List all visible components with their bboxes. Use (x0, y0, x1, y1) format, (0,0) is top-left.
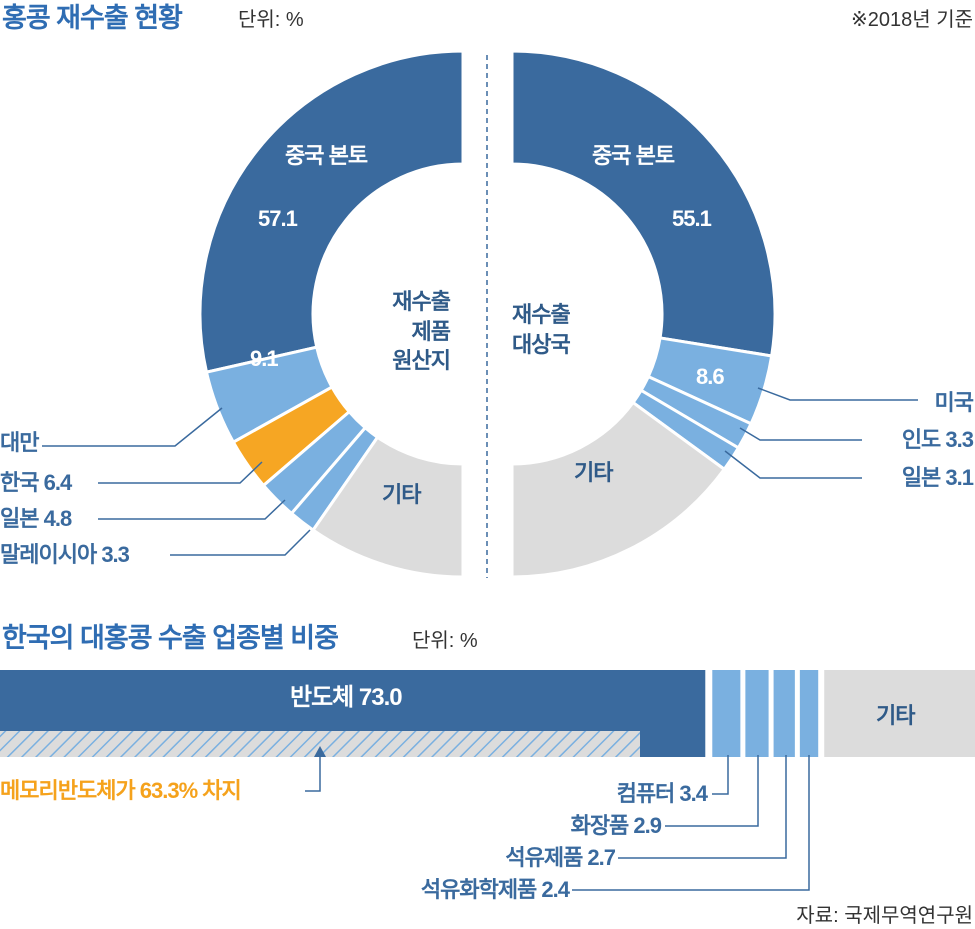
donut-origin (198, 49, 465, 579)
center-line: 원산지 (392, 348, 451, 374)
bar-leaders (305, 746, 810, 891)
label-japan-r: 일본 3.1 (901, 465, 974, 490)
stacked-bar (0, 670, 975, 757)
bar-unit: 단위: % (412, 630, 478, 652)
label-petrochem: 석유화학제품 2.4 (420, 877, 570, 902)
leader-korea (98, 461, 263, 484)
bar-석유제품 (773, 670, 795, 757)
bar-title: 한국의 대홍콩 수출 업종별 비중 (2, 623, 339, 653)
leader-japan-l (98, 499, 286, 520)
label-memory-annotation: 메모리반도체가 63.3% 차지 (0, 778, 242, 803)
arrow-up-icon (314, 746, 326, 757)
center-line: 재수출 (512, 302, 571, 327)
label-china-value-r: 55.1 (672, 206, 712, 231)
label-usa-value: 8.6 (696, 364, 725, 389)
label-other-r: 기타 (574, 460, 613, 485)
label-bar-other: 기타 (876, 703, 915, 728)
slice-기타 (510, 400, 727, 579)
label-cosmetics: 화장품 2.9 (570, 813, 662, 838)
bar-기타 (824, 670, 975, 757)
label-korea: 한국 6.4 (0, 470, 72, 495)
leader-taiwan (42, 407, 223, 447)
bar-석유화학제품 (799, 670, 819, 757)
label-semi: 반도체 73.0 (290, 684, 403, 711)
slice-중국 본토 (510, 49, 777, 358)
leader-computer (712, 755, 729, 795)
leader-usa (757, 387, 918, 401)
leader-malaysia (170, 529, 311, 556)
label-china-name-r: 중국 본토 (592, 143, 675, 168)
page-title: 홍콩 재수출 현황 (2, 3, 183, 33)
leader-lines (42, 387, 918, 556)
center-line: 대상국 (512, 331, 571, 357)
leader-petroleum (618, 755, 787, 859)
donut-destination (510, 49, 777, 579)
source: 자료: 국제무역연구원 (796, 905, 973, 927)
label-petroleum: 석유제품 2.7 (505, 845, 616, 870)
leader-petrochem (572, 755, 810, 891)
label-computer: 컴퓨터 3.4 (616, 781, 708, 806)
label-china-name-l: 중국 본토 (285, 143, 368, 168)
leader-memory (305, 755, 321, 792)
label-taiwan-name: 대만 (0, 430, 39, 455)
leader-india (739, 427, 862, 441)
bar-컴퓨터 (712, 670, 741, 757)
label-other-l: 기타 (382, 482, 421, 507)
slice-중국 본토 (198, 49, 465, 374)
center-label-destination: 재수출 대상국 (512, 300, 571, 359)
unit-label: 단위: % (238, 9, 304, 31)
label-india: 인도 3.3 (901, 427, 974, 452)
leader-cosmetics (665, 755, 759, 827)
center-line: 재수출 (392, 289, 451, 314)
slice-기타 (311, 435, 465, 579)
label-usa-name: 미국 (934, 390, 974, 415)
center-label-origin: 재수출 제품 원산지 (392, 287, 451, 376)
label-china-value-l: 57.1 (258, 206, 298, 231)
bar-화장품 (745, 670, 769, 757)
label-japan-l: 일본 4.8 (0, 506, 72, 531)
label-malaysia: 말레이시아 3.3 (0, 542, 130, 567)
label-taiwan-value: 9.1 (250, 346, 279, 371)
leader-japan-r (724, 450, 862, 479)
base-year-note: ※2018년 기준 (850, 9, 973, 31)
center-line: 제품 (411, 318, 451, 344)
